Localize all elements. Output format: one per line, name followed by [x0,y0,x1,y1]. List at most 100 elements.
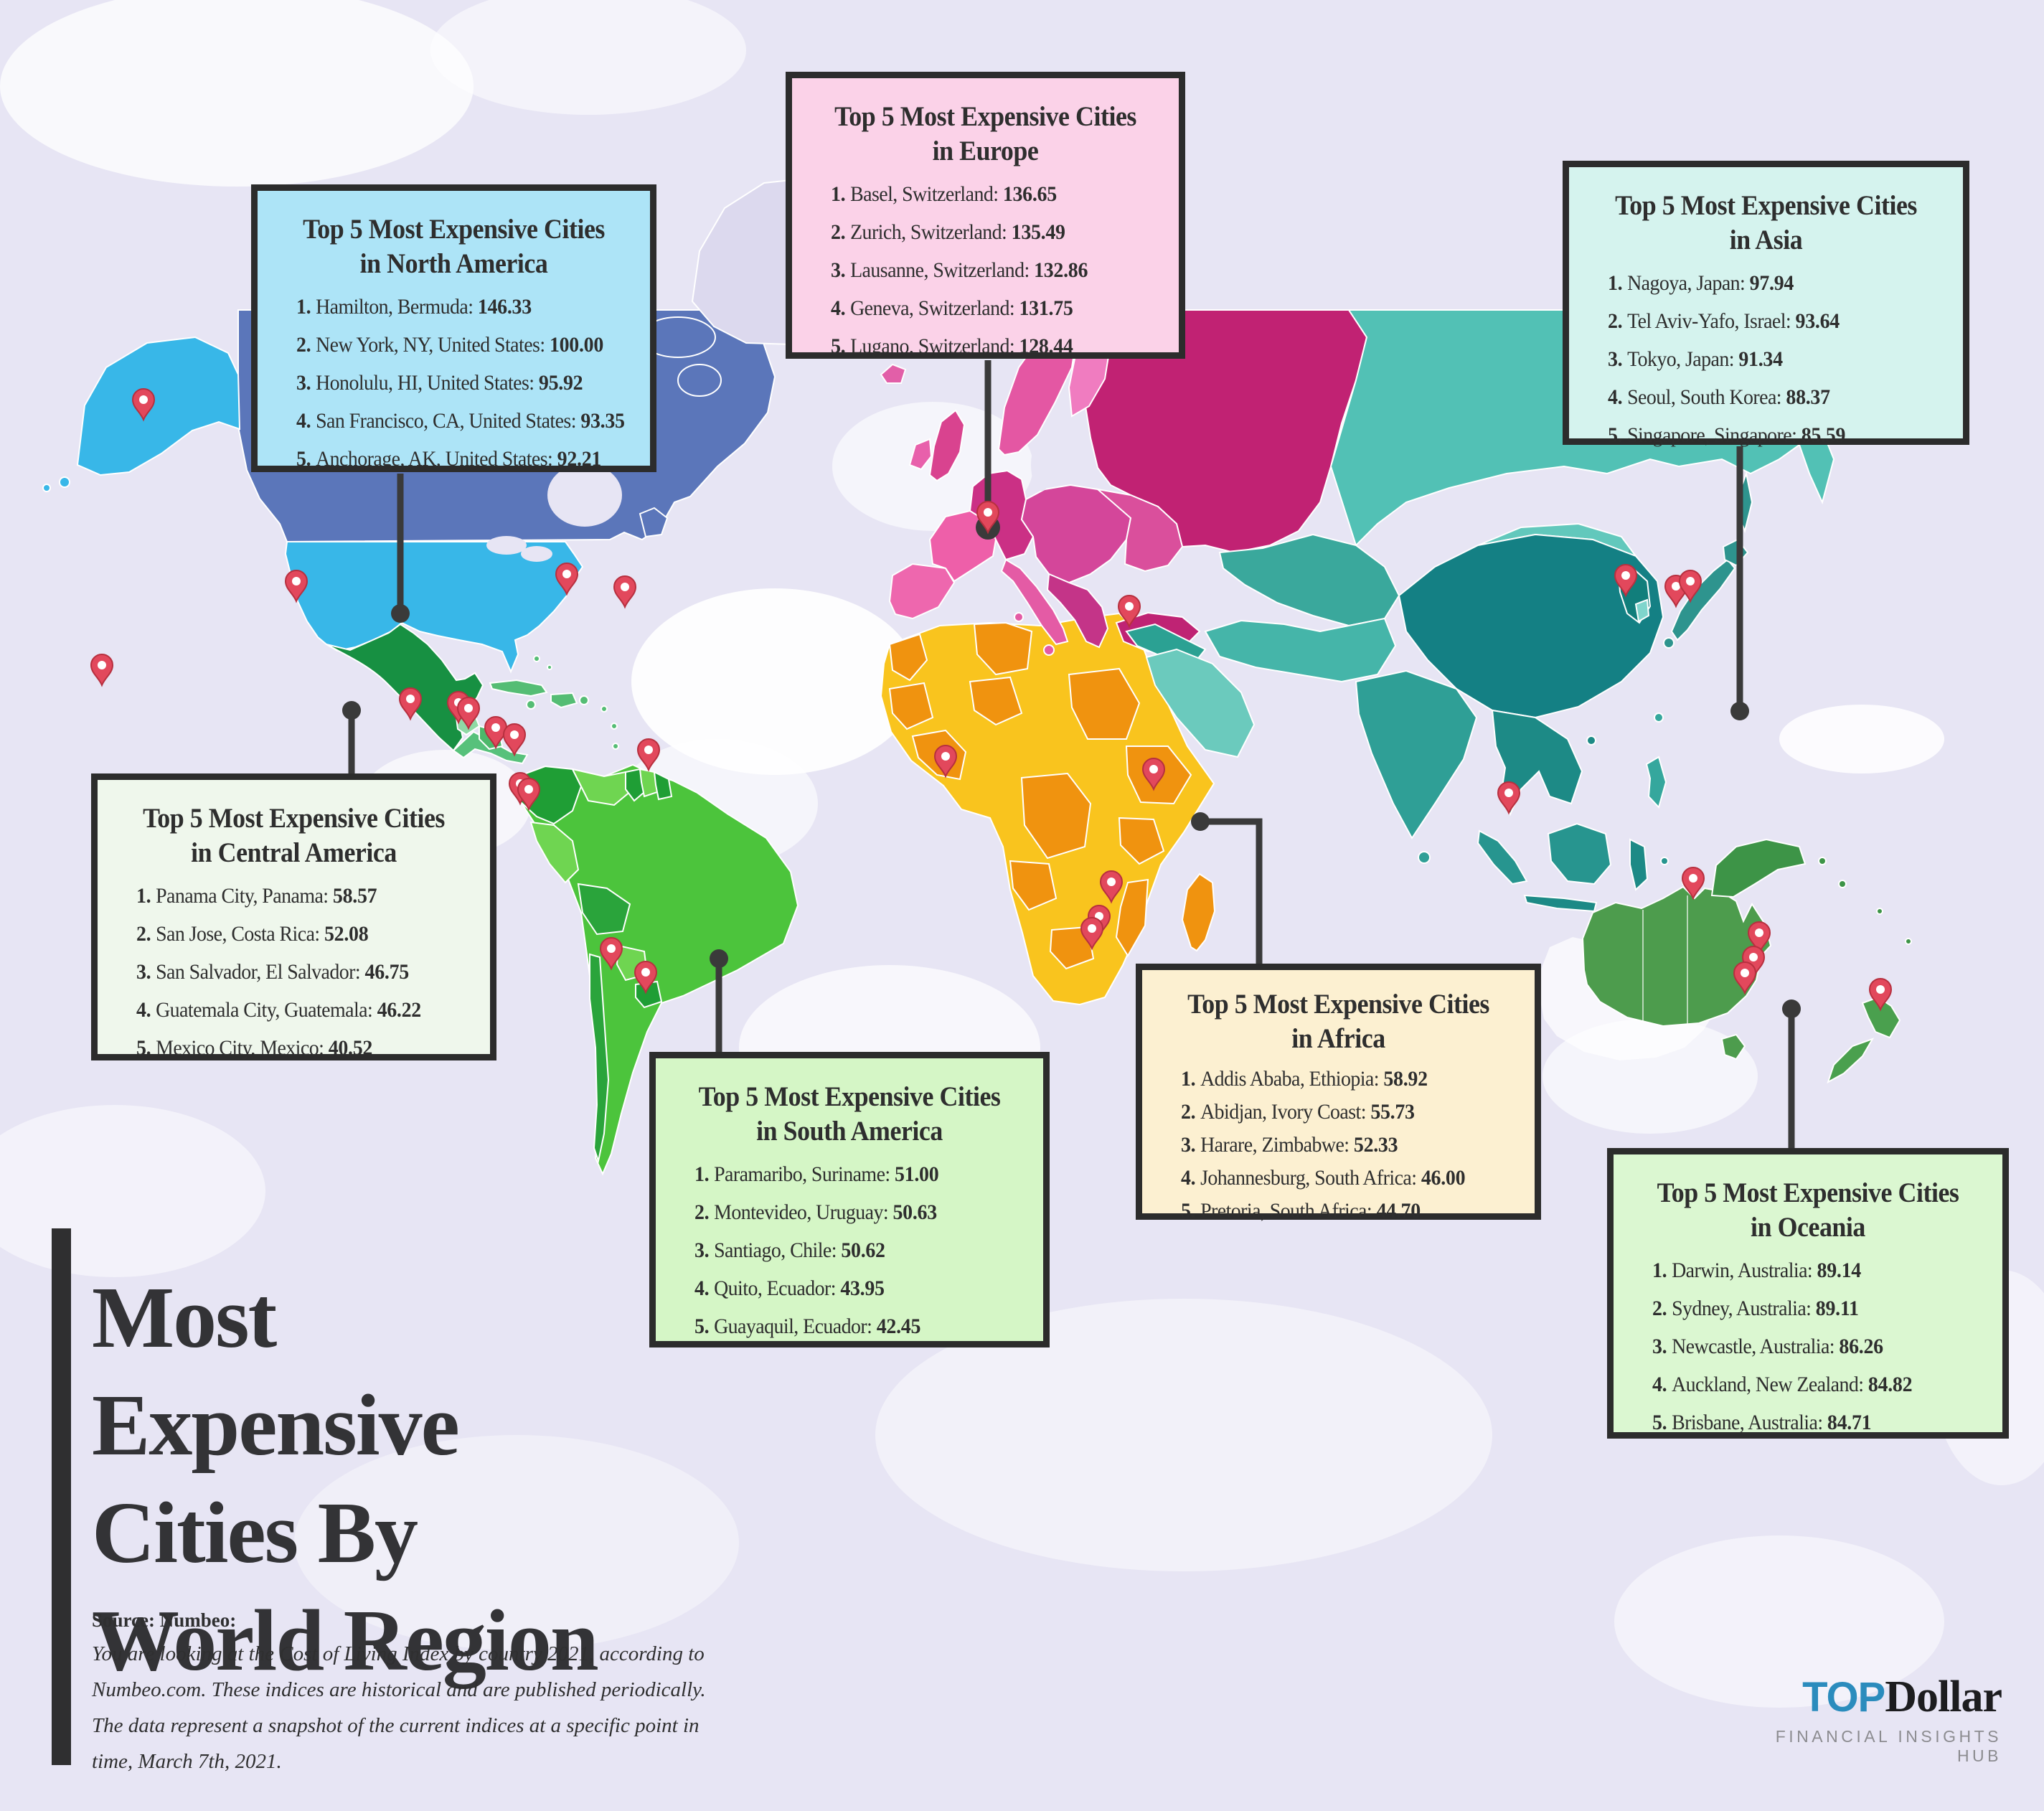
map-pin-icon-paramaribo [636,738,661,772]
ranking-item: 2. San Jose, Costa Rica: 52.08 [136,922,369,946]
ranking-item: 2. New York, NY, United States: 100.00 [296,333,604,357]
australia-shape [1581,885,1772,1027]
peru-shape [529,821,580,884]
title-line: Cities By [92,1484,418,1581]
ranking-item: 5. Brisbane, Australia: 84.71 [1652,1411,1872,1435]
ranking-item: 1. Basel, Switzerland: 136.65 [831,182,1057,207]
map-pin-icon-basel-zurich-switzerland [976,501,1000,535]
ranking-item: 5. Pretoria, South Africa: 44.70 [1181,1199,1421,1223]
ranking-item: 1. Nagoya, Japan: 97.94 [1608,271,1794,296]
source-text: You are looking at the Cost of Living In… [92,1642,706,1773]
ranking-item: 4. Quito, Ecuador: 43.95 [694,1276,885,1301]
title-accent-bar [52,1228,71,1765]
ranking-item: 5. Guayaquil, Ecuador: 42.45 [694,1314,921,1339]
ranking-item: 5. Anchorage, AK, United States: 92.21 [296,447,602,471]
region-box-africa: Top 5 Most Expensive Cities in Africa 1. A… [1136,964,1541,1223]
sumatra-shape [1477,829,1528,885]
title-line: Expensive [92,1376,460,1474]
region-ranking-list: 1. Nagoya, Japan: 97.94 2. Tel Aviv-Yafo,… [1589,264,1943,454]
cuba-shape [489,679,548,697]
iran-shape [1204,617,1397,683]
ranking-item: 1. Paramaribo, Suriname: 51.00 [694,1162,939,1187]
oceania-landmass [1540,838,1912,1084]
logo-tagline: FINANCIAL INSIGHTS HUB [1775,1727,2002,1765]
ranking-item: 4. Auckland, New Zealand: 84.82 [1652,1373,1913,1397]
madagascar-shape [1181,872,1216,952]
map-pin-icon-san-salvador [456,697,481,730]
region-ranking-list: 1. Darwin, Australia: 89.14 2. Sydney, Au… [1634,1251,1982,1441]
ranking-item: 4. Geneva, Switzerland: 131.75 [831,296,1073,321]
alaska-shape [76,336,241,476]
ranking-item: 1. Panama City, Panama: 58.57 [136,884,377,908]
uk-shape [928,409,966,482]
ranking-item: 1. Darwin, Australia: 89.14 [1652,1259,1861,1283]
ranking-item: 1. Hamilton, Bermuda: 146.33 [296,295,532,319]
mozambique-shape [1115,878,1149,957]
africa-landmass [880,612,1216,1006]
map-pin-icon-johannesburg [1080,917,1104,951]
connector-dot-south-america [710,949,728,968]
map-pin-icon-tokyo [1678,570,1702,603]
bolivia-shape [577,883,631,936]
spain-shape [888,563,956,620]
region-box-south-america: Top 5 Most Expensive Cities in South Amer… [649,1052,1050,1347]
ranking-item: 3. Santiago, Chile: 50.62 [694,1238,885,1263]
map-pin-icon-mexico-city [398,687,423,721]
map-pin-icon-san-francisco [284,570,309,603]
region-box-title: Top 5 Most Expensive Cities in North Amer… [303,214,605,279]
connector-dot-africa [1191,812,1210,831]
uruguay-shape [635,980,663,1009]
java-shape [1523,894,1598,913]
map-pin-icon-guayaquil [517,778,541,812]
ranking-item: 3. Honolulu, HI, United States: 95.92 [296,371,583,395]
map-pin-icon-montevideo [634,961,658,994]
connector-line-africa [1200,818,1263,965]
topdollar-logo: TOPDollar FINANCIAL INSIGHTS HUB [1751,1672,2002,1766]
venezuela-shape [571,768,633,806]
ranking-item: 3. Tokyo, Japan: 91.34 [1608,347,1783,372]
india-shape [1355,669,1478,839]
morocco-shape [888,633,928,682]
map-pin-icon-anchorage [131,388,156,422]
philippines-shape [1645,756,1667,809]
new-zealand-south-shape [1827,1038,1875,1084]
region-ranking-list: 1. Panama City, Panama: 58.57 2. San Jose… [118,877,470,1067]
ranking-item: 3. Harare, Zimbabwe: 52.33 [1181,1133,1398,1157]
map-pin-icon-seoul [1614,564,1638,598]
map-overlay [90,360,1893,1149]
sulawesi-shape [1629,838,1649,891]
new-guinea-shape [1710,838,1807,898]
region-ranking-list: 1. Addis Ababa, Ethiopia: 58.92 2. Abidja… [1162,1063,1515,1228]
japan-honshu-shape [1670,558,1736,641]
angola-shape [1009,860,1058,911]
guyana-shape [625,768,646,802]
ranking-item: 3. San Salvador, El Salvador: 46.75 [136,960,409,984]
ranking-item: 2. Tel Aviv-Yafo, Israel: 93.64 [1608,309,1840,334]
map-pin-icon-santiago [599,937,623,971]
italy-shape [1000,558,1069,646]
map-pin-icon-hamilton-bermuda [613,575,637,609]
ranking-item: 4. Seoul, South Korea: 88.37 [1608,385,1830,410]
map-pin-icon-auckland [1868,978,1893,1012]
hispaniola-shape [550,692,578,709]
ranking-item: 4. San Francisco, CA, United States: 93.… [296,409,625,433]
map-pin-icon-new-york [555,563,579,596]
suriname-shape [639,768,659,798]
connector-dot-north-america [391,604,410,623]
tunisia-libya-shape [973,621,1033,676]
newfoundland-shape [639,507,669,538]
map-pin-icon-harare [1099,870,1124,904]
map-pin-icon-honolulu [90,654,114,687]
eastern-europe-shape [1020,484,1132,584]
source-label: Source: Numbeo: [92,1609,237,1631]
french-guiana-shape [653,771,673,801]
ukraine-shape [1095,488,1184,573]
logo-top-text: TOP [1802,1674,1885,1721]
region-box-oceania: Top 5 Most Expensive Cities in Oceania 1. … [1607,1148,2009,1439]
source-block: Source: Numbeo: You are looking at the C… [92,1606,723,1779]
page-title: Most Expensive Cities By World Region [92,1264,881,1695]
region-box-title: Top 5 Most Expensive Cities in Europe [834,101,1136,166]
central-america-landmass [326,623,619,765]
ranking-item: 4. Guatemala City, Guatemala: 46.22 [136,998,421,1022]
